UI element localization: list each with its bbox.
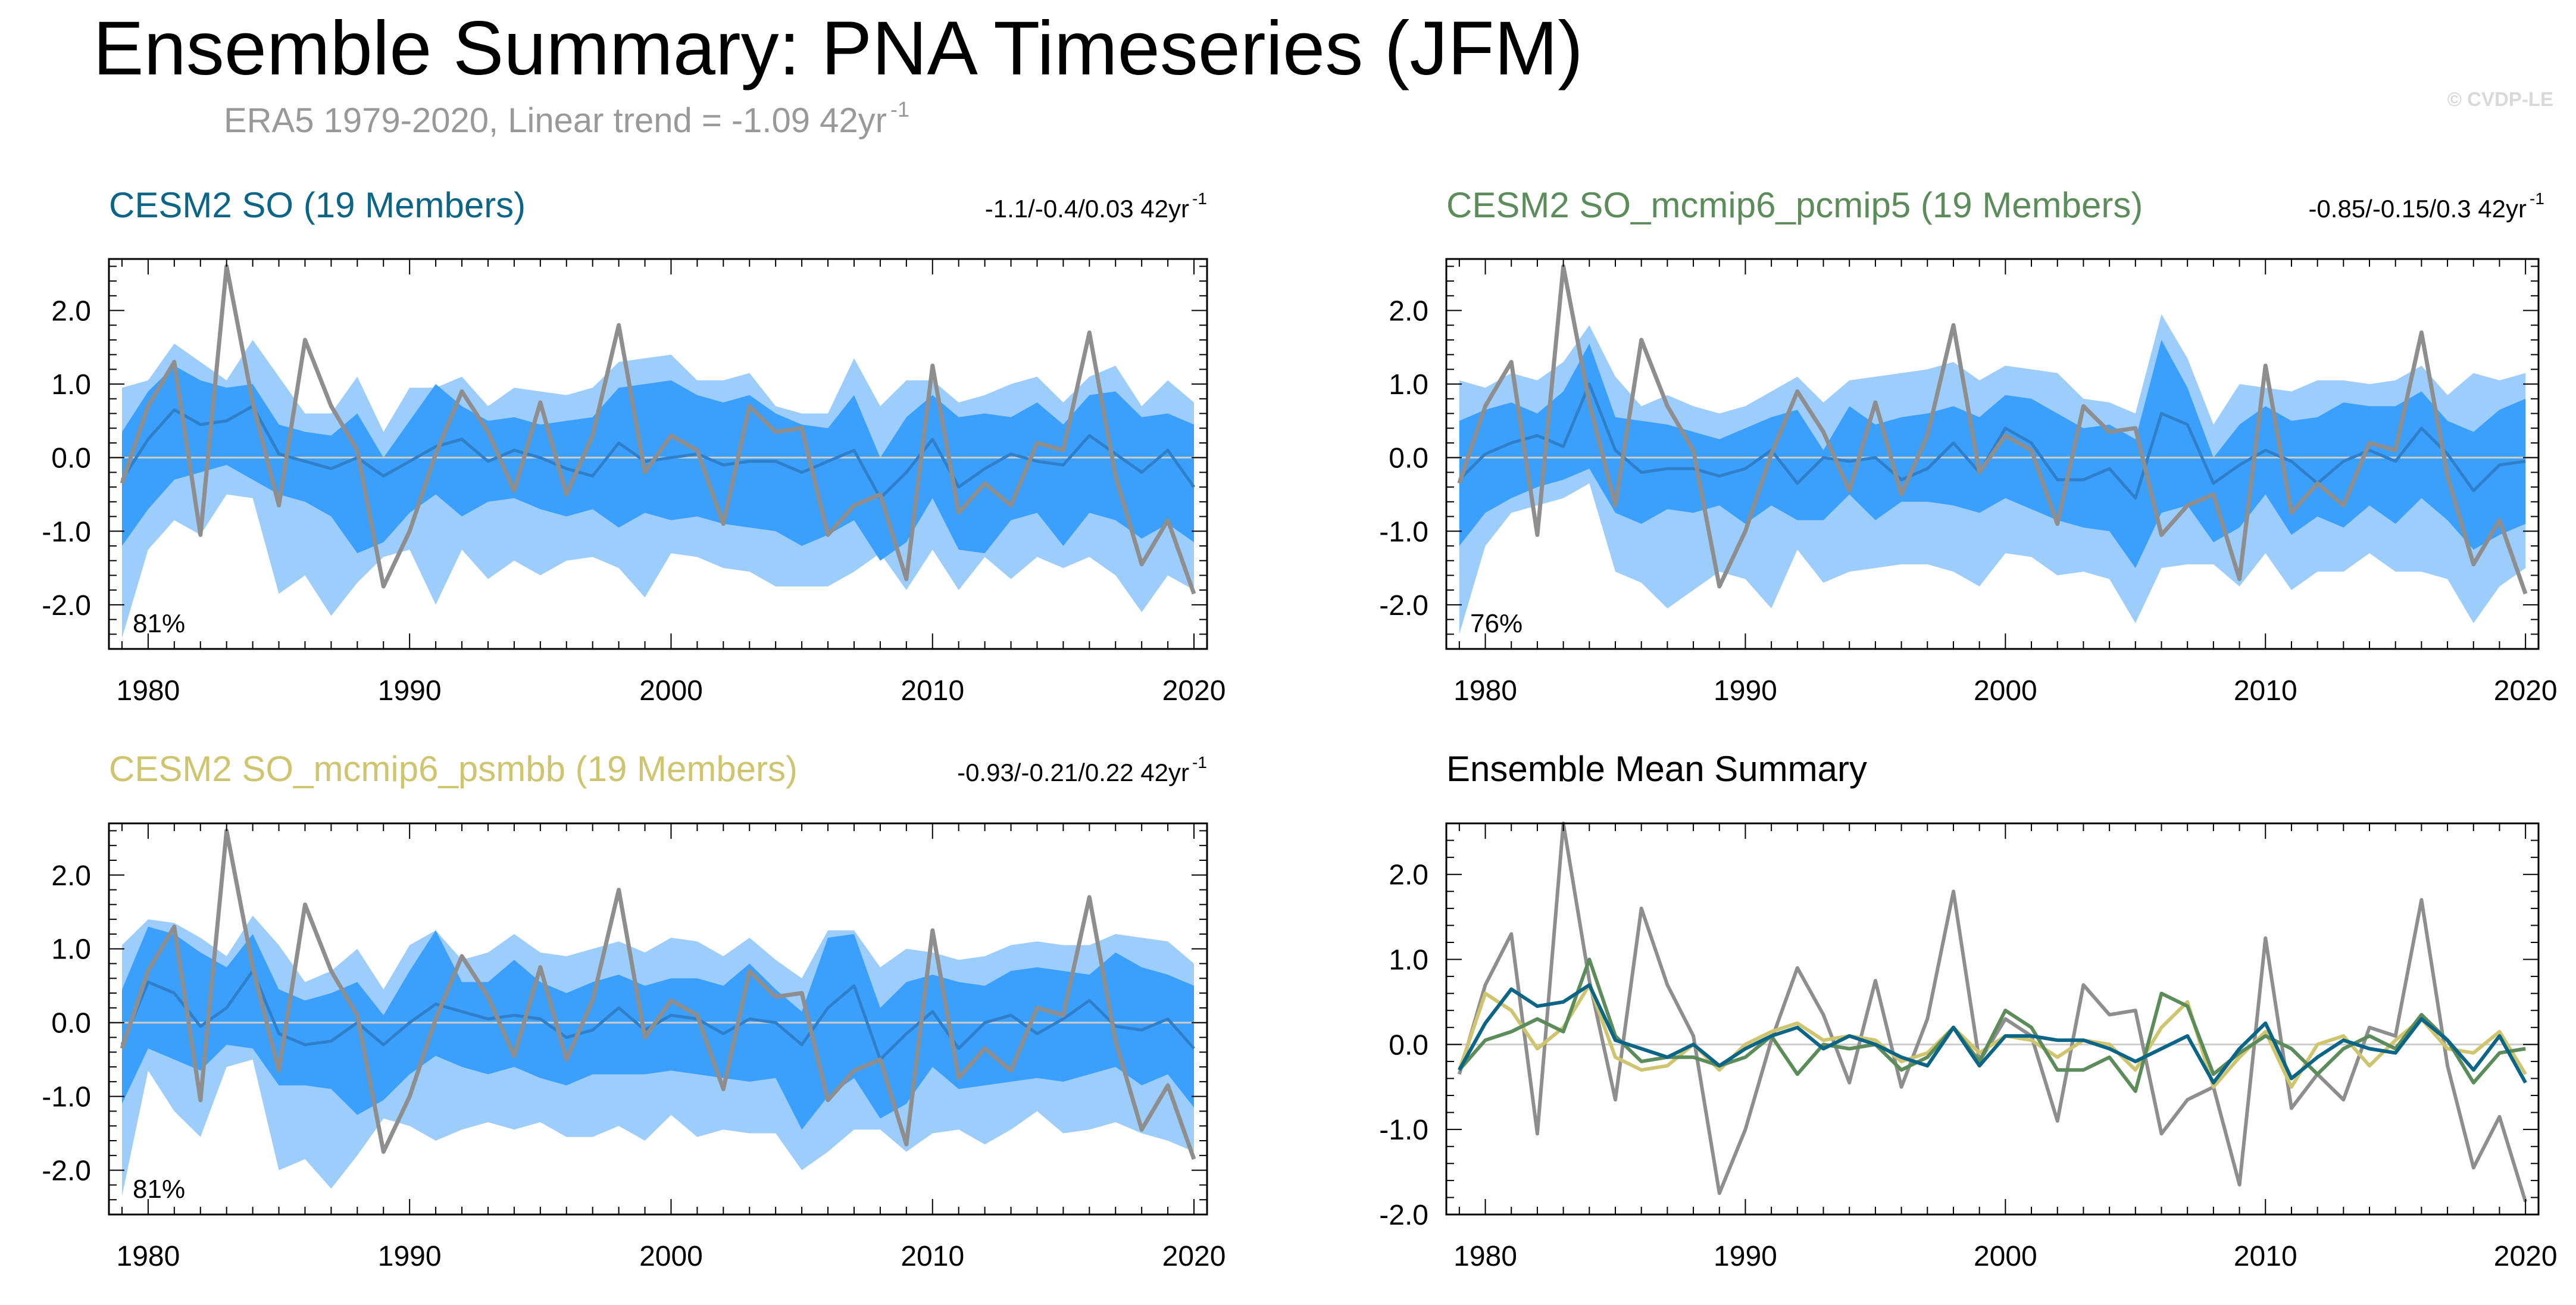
panel-so-trend: -1.1/-0.4/0.03 42yr [985, 195, 1189, 223]
panel-so-title: CESM2 SO (19 Members) [109, 185, 526, 225]
y-tick-label: 2.0 [1389, 296, 1428, 327]
x-tick-label: 2010 [2234, 675, 2297, 707]
panel-pcmip5-trend-superscript: -1 [2530, 189, 2544, 208]
y-tick-label: -2.0 [1379, 1200, 1428, 1231]
panel-psmbb-trend-superscript: -1 [1192, 753, 1207, 772]
panel-summary: Ensemble Mean Summary 2.0 1.0 0.0 -1.0 -2.0 1… [1379, 749, 2557, 1272]
panel-psmbb-title: CESM2 SO_mcmip6_psmbb (19 Members) [109, 749, 798, 789]
series-line-cesm2-so-mcmip6-pcmip5 [1458, 957, 2526, 1093]
panel-pcmip5-trend: -0.85/-0.15/0.3 42yr [2308, 195, 2527, 223]
x-tick-label: 2010 [901, 675, 964, 707]
observed-line [120, 264, 1196, 595]
plot-frame [108, 822, 1208, 1216]
y-tick-label: 1.0 [51, 369, 91, 401]
y-tick-label: 2.0 [51, 296, 91, 327]
plot-frame [1445, 258, 2540, 650]
y-tick-label: 1.0 [1389, 369, 1428, 401]
y-tick-label: -2.0 [42, 1156, 91, 1187]
plot-frame [1445, 822, 2540, 1216]
y-tick-label: 0.0 [1389, 443, 1428, 474]
x-tick-label: 2000 [1974, 675, 2037, 707]
y-tick-label: 0.0 [1389, 1029, 1428, 1061]
x-tick-label: 2010 [2234, 1241, 2297, 1272]
x-tick-label: 2020 [2494, 675, 2558, 707]
x-tick-label: 2000 [639, 675, 703, 707]
y-tick-label: -2.0 [1379, 590, 1428, 622]
x-tick-label: 1990 [378, 1241, 442, 1272]
panel-psmbb: CESM2 SO_mcmip6_psmbb (19 Members) -0.93… [42, 749, 1226, 1272]
y-tick-label: 0.0 [51, 443, 91, 474]
observed-line [1457, 264, 2528, 595]
ensemble-mean-line [120, 969, 1195, 1062]
y-tick-label: 2.0 [1389, 860, 1428, 891]
x-tick-label: 2000 [639, 1241, 703, 1272]
y-tick-label: 0.0 [51, 1008, 91, 1039]
y-tick-label: -1.0 [1379, 516, 1428, 548]
y-tick-label: -1.0 [42, 516, 91, 548]
x-tick-label: 1980 [117, 675, 180, 707]
panel-so-trend-superscript: -1 [1192, 189, 1207, 208]
x-tick-label: 1980 [1453, 675, 1517, 707]
y-tick-label: -2.0 [42, 590, 91, 622]
x-tick-label: 2020 [1162, 1241, 1226, 1272]
x-tick-label: 1990 [1714, 675, 1777, 707]
figure-subtitle: ERA5 1979-2020, Linear trend = -1.09 42y… [224, 101, 887, 140]
figure-subtitle-superscript: -1 [890, 97, 909, 121]
observed-line [120, 828, 1196, 1160]
x-tick-label: 1980 [117, 1241, 180, 1272]
percent-label: 81% [133, 1175, 185, 1204]
x-tick-label: 2000 [1974, 1241, 2037, 1272]
ensemble-mean-line [1458, 382, 2526, 500]
x-tick-label: 2020 [1162, 675, 1226, 707]
percent-label: 76% [1470, 609, 1523, 638]
x-tick-label: 1990 [378, 675, 442, 707]
series-line-era5 [1457, 822, 2528, 1203]
x-tick-label: 2010 [901, 1241, 964, 1272]
panel-psmbb-plot: 2.0 1.0 0.0 -1.0 -2.0 1980 1990 2000 2010 2020 81% [42, 822, 1226, 1272]
y-tick-label: 1.0 [51, 934, 91, 966]
panel-pcmip5-title: CESM2 SO_mcmip6_pcmip5 (19 Members) [1446, 185, 2143, 225]
panel-psmbb-trend: -0.93/-0.21/0.22 42yr [957, 758, 1189, 786]
plot-frame [108, 258, 1208, 650]
y-tick-label: -1.0 [1379, 1114, 1428, 1146]
figure-title: Ensemble Summary: PNA Timeseries (JFM) [93, 6, 1583, 91]
panel-pcmip5: CESM2 SO_mcmip6_pcmip5 (19 Members) -0.8… [1379, 185, 2557, 707]
x-tick-label: 1980 [1453, 1241, 1517, 1272]
y-tick-label: 2.0 [51, 860, 91, 892]
series-line-cesm2-so [1458, 983, 2527, 1085]
y-tick-label: -1.0 [42, 1082, 91, 1113]
panel-so-plot: 2.0 1.0 0.0 -1.0 -2.0 1980 1990 2000 2010 2020 81% [42, 258, 1226, 707]
ensemble-mean-line [120, 404, 1196, 500]
y-tick-label: 1.0 [1389, 945, 1428, 976]
x-tick-label: 2020 [2494, 1241, 2558, 1272]
panel-summary-plot: 2.0 1.0 0.0 -1.0 -2.0 1980 1990 2000 2010 2020 [1379, 822, 2558, 1272]
panel-summary-title: Ensemble Mean Summary [1446, 749, 1867, 789]
watermark: © CVDP-LE [2447, 88, 2553, 110]
x-tick-label: 1990 [1714, 1241, 1777, 1272]
panel-so: CESM2 SO (19 Members) -1.1/-0.4/0.03 42y… [42, 185, 1226, 707]
percent-label: 81% [133, 609, 185, 638]
panel-pcmip5-plot: 2.0 1.0 0.0 -1.0 -2.0 1980 1990 2000 2010 2020 76% [1379, 258, 2558, 707]
